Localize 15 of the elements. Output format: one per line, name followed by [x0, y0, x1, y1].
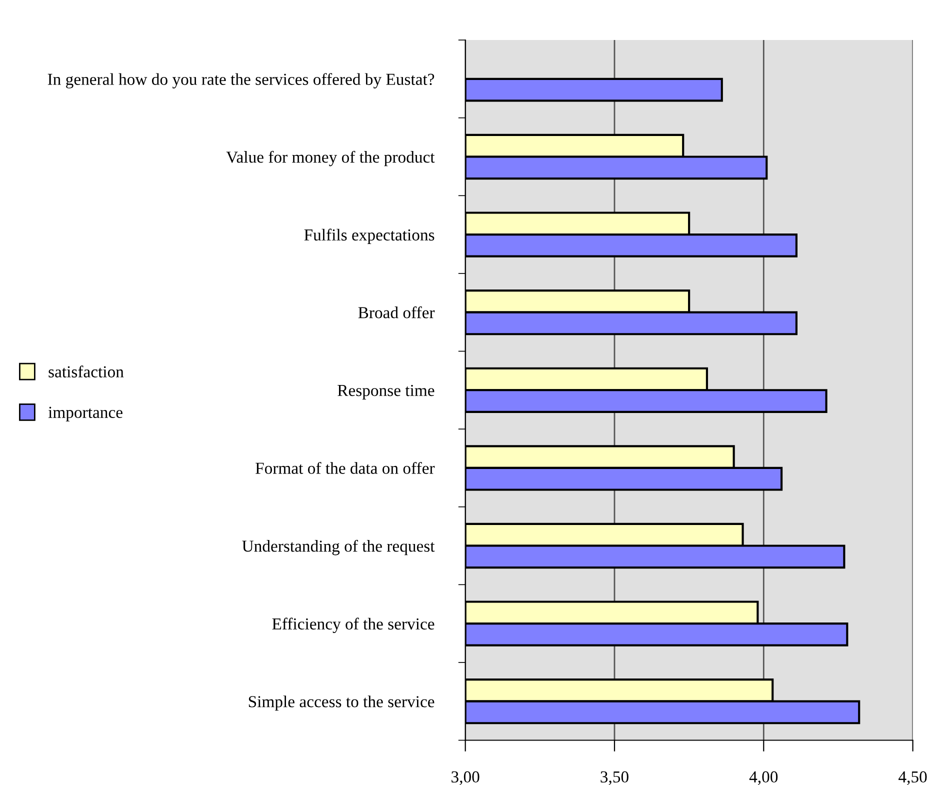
y-tick-label: Response time [338, 384, 434, 400]
y-tick-label: Understanding of the request [242, 540, 435, 556]
x-tick-label: 4,00 [749, 771, 778, 785]
y-tick-label: Broad offer [358, 306, 435, 318]
x-tick-label: 3,50 [600, 771, 628, 785]
y-tick-label: Fulfils expectations [304, 228, 434, 244]
y-tick-label: Value for money of the product [226, 150, 435, 166]
x-tick-label: 4,50 [898, 771, 927, 785]
legend-label: importance [48, 406, 122, 422]
y-tick-label: Simple access to the service [248, 696, 434, 711]
x-tick-label: 3,00 [452, 771, 480, 785]
y-tick-label: Format of the data on offer [256, 462, 435, 474]
legend-label: satisfaction [48, 366, 124, 378]
y-tick-label: Efficiency of the service [272, 618, 434, 634]
y-tick-label: In general how do you rate the services offered by Eustat? [48, 73, 434, 88]
